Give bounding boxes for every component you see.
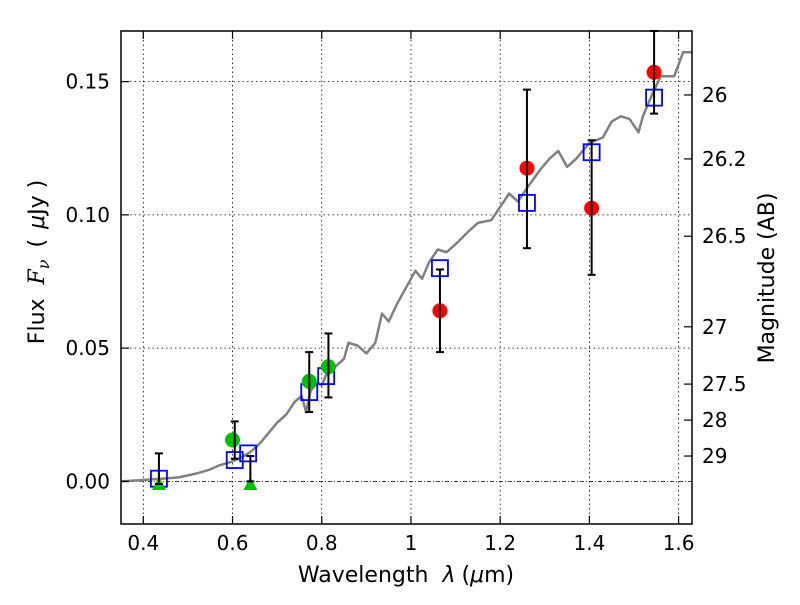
upper-limit-triangle-marker (243, 477, 258, 491)
model-spectrum-line (120, 51, 692, 483)
x-axis-label-text: Wavelength (298, 563, 429, 588)
y-axis-label-subscript: ν (34, 259, 53, 269)
x-tick-label: 1 (405, 531, 418, 555)
y-axis-label-unit-rest: Jy ) (25, 180, 50, 217)
observed-flux-circle-marker (225, 432, 241, 448)
y-axis-label-symbol: F (25, 268, 50, 285)
x-tick-label: 1.6 (663, 531, 695, 555)
x-tick-label: 0.8 (306, 531, 338, 555)
right-tick-label: 27 (702, 315, 727, 339)
x-tick-label: 1.4 (573, 531, 605, 555)
right-axis-label: Magnitude (AB) (755, 193, 780, 364)
x-axis-label-unit-mu: μ (469, 563, 484, 588)
x-tick-label: 0.6 (217, 531, 249, 555)
y-tick-label: 0.10 (65, 203, 110, 227)
y-tick-label: 0.05 (65, 336, 110, 360)
right-tick-label: 26.2 (702, 147, 747, 171)
y-tick-label: 0.00 (65, 469, 110, 493)
x-axis-label: Wavelength λ (μm) (298, 563, 514, 588)
x-axis-label-unit-open: ( (461, 563, 470, 588)
model-flux-square-marker (239, 444, 258, 463)
x-tick-label: 0.4 (127, 531, 159, 555)
y-tick-label: 0.15 (65, 70, 110, 94)
plot-area (120, 30, 692, 491)
plot-frame (120, 30, 693, 525)
axes: 0.4 0.6 0.8 1 1.2 1.4 1.6 0.00 0.05 0.10 0.15 26 26.… (65, 31, 747, 555)
right-tick-label: 26 (702, 83, 727, 107)
grid (121, 31, 692, 524)
x-axis-label-unit-rest: m) (484, 563, 514, 588)
right-tick-label: 28 (702, 408, 727, 432)
x-axis-label-symbol: λ (441, 563, 455, 588)
right-tick-label: 26.5 (702, 224, 747, 248)
y-axis-label: Flux Fν ( μJy ) (25, 180, 53, 344)
y-axis-label-text: Flux (25, 298, 50, 344)
right-tick-label: 27.5 (702, 372, 747, 396)
x-tick-label: 1.2 (484, 531, 516, 555)
right-tick-label: 29 (702, 444, 727, 468)
y-axis-label-unit-mu: μ (25, 215, 50, 230)
y-axis-label-unit-open: ( (25, 239, 50, 248)
